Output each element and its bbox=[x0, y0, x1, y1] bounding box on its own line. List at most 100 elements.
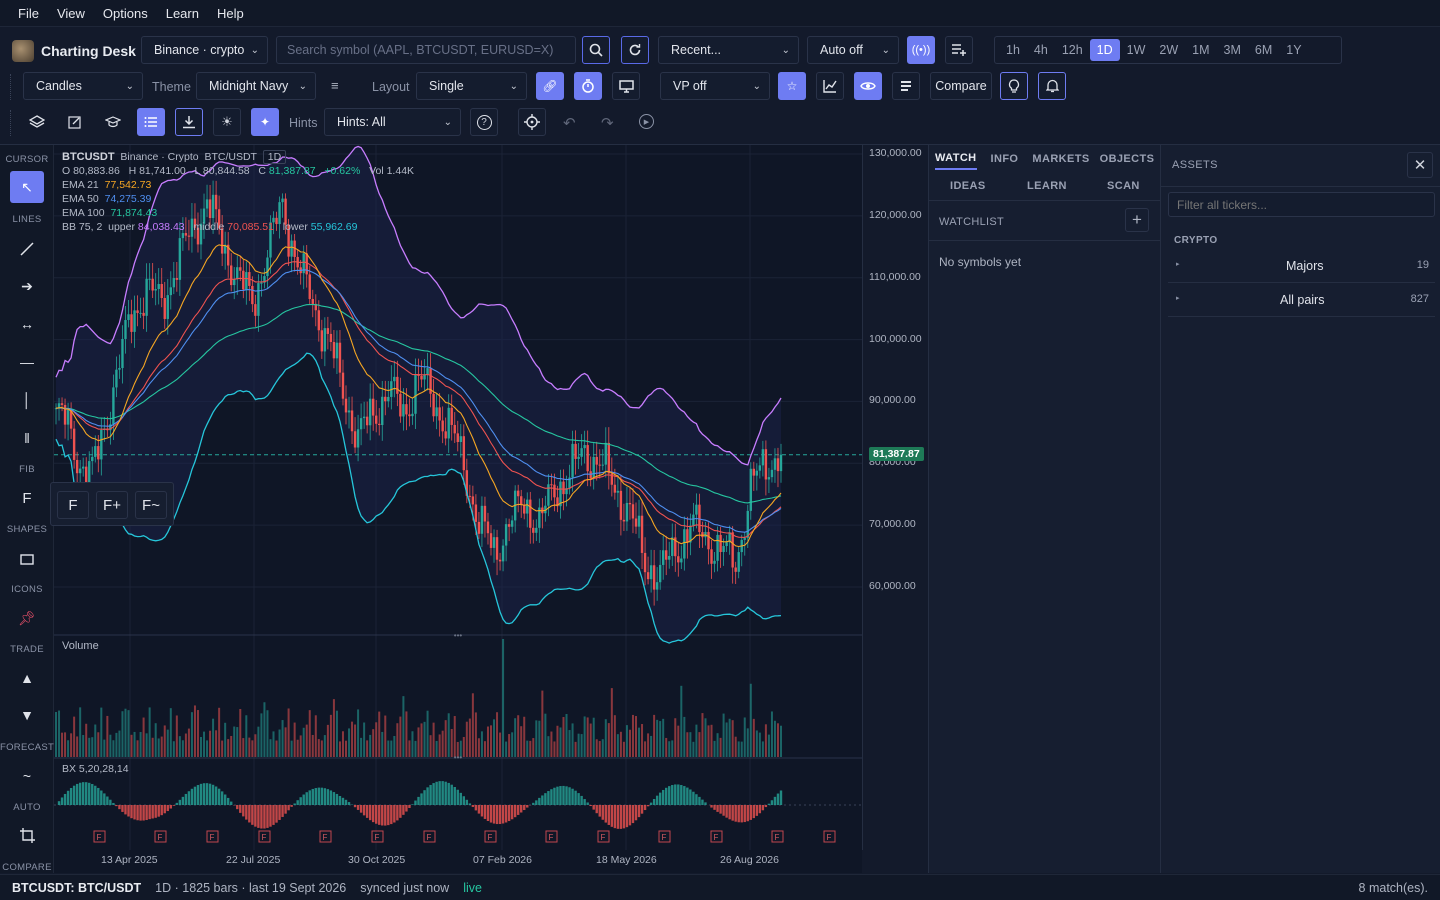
download-button[interactable] bbox=[175, 108, 203, 136]
short-position-tool[interactable]: ▼ bbox=[10, 699, 44, 731]
tf-1w[interactable]: 1W bbox=[1126, 43, 1146, 57]
tf-12h[interactable]: 12h bbox=[1061, 43, 1083, 57]
tf-2w[interactable]: 2W bbox=[1159, 43, 1179, 57]
asset-group-row[interactable]: ▸ All pairs 827 bbox=[1168, 283, 1435, 317]
menu-file[interactable]: File bbox=[18, 5, 39, 21]
link-button[interactable]: 🔗︎ bbox=[536, 72, 564, 100]
replay-icon[interactable]: ▶ bbox=[639, 114, 654, 129]
tf-1m[interactable]: 1M bbox=[1192, 43, 1210, 57]
favorite-button[interactable]: ☆ bbox=[778, 72, 806, 100]
drag-handle[interactable] bbox=[10, 110, 13, 136]
search-button[interactable] bbox=[582, 36, 610, 64]
chart-type-select[interactable]: Candles ⌄ bbox=[23, 72, 143, 100]
auto-crop-tool[interactable] bbox=[10, 819, 44, 851]
templates-button[interactable] bbox=[892, 72, 920, 100]
pane-resize-handle[interactable]: ••• bbox=[454, 631, 463, 640]
add-symbol-button[interactable]: + bbox=[1125, 208, 1149, 232]
oscillator-bar bbox=[752, 805, 756, 819]
vertical-line-tool[interactable]: │ bbox=[10, 384, 44, 416]
help-button[interactable]: ? bbox=[470, 108, 498, 136]
asset-group-count: 19 bbox=[1416, 259, 1429, 271]
x-tick-label: 18 May 2026 bbox=[596, 854, 657, 866]
tf-4h[interactable]: 4h bbox=[1033, 43, 1048, 57]
learn-button[interactable] bbox=[99, 108, 127, 136]
tf-3m[interactable]: 3M bbox=[1223, 43, 1241, 57]
menu-options[interactable]: Options bbox=[102, 5, 148, 21]
trendline-tool[interactable] bbox=[10, 233, 44, 265]
tf-6m[interactable]: 6M bbox=[1254, 43, 1273, 57]
ideas-button[interactable] bbox=[1000, 72, 1028, 100]
parallel-channel-tool[interactable]: ‖ bbox=[10, 422, 44, 454]
drag-handle[interactable] bbox=[10, 74, 13, 100]
volume-bar bbox=[372, 729, 375, 757]
ticker-filter-input[interactable] bbox=[1168, 192, 1435, 217]
fib-extension-button[interactable]: F+ bbox=[96, 491, 128, 519]
redo-icon[interactable]: ↷ bbox=[601, 115, 614, 132]
exchange-select[interactable]: Binance · crypto ⌄ bbox=[141, 36, 268, 64]
tf-1y[interactable]: 1Y bbox=[1286, 43, 1302, 57]
extended-line-tool[interactable]: ↔ bbox=[10, 308, 44, 340]
sliders-icon[interactable]: ≡ bbox=[331, 78, 339, 93]
horizontal-line-tool[interactable]: — bbox=[10, 346, 44, 378]
volume-bar bbox=[728, 718, 731, 757]
forecast-tool[interactable]: ~ bbox=[10, 760, 44, 792]
tab-objects[interactable]: OBJECTS bbox=[1099, 152, 1155, 165]
visibility-button[interactable] bbox=[854, 72, 882, 100]
indicators-button[interactable] bbox=[816, 72, 844, 100]
candle-body bbox=[752, 468, 756, 476]
rectangle-tool[interactable] bbox=[10, 543, 44, 575]
cursor-tool[interactable]: ↖ bbox=[10, 171, 44, 203]
hints-select[interactable]: Hints: All ⌄ bbox=[324, 108, 461, 136]
tf-1d[interactable]: 1D bbox=[1089, 39, 1120, 61]
candle-body bbox=[544, 505, 547, 514]
compare-button[interactable]: Compare bbox=[930, 72, 992, 100]
oscillator-bar bbox=[248, 805, 251, 823]
oscillator-bar bbox=[498, 805, 502, 825]
recent-select[interactable]: Recent... ⌄ bbox=[658, 36, 799, 64]
candle-body bbox=[677, 556, 680, 563]
long-position-tool[interactable]: ▲ bbox=[10, 662, 44, 694]
refresh-button[interactable] bbox=[621, 36, 649, 64]
tab-markets[interactable]: MARKETS bbox=[1032, 152, 1090, 165]
broadcast-button[interactable]: ((•)) bbox=[907, 36, 935, 64]
chart-canvas[interactable]: F F F F F F F F F F F F F F ••• ••• BTCUSDT Binance · C… bbox=[54, 145, 864, 850]
menu-view[interactable]: View bbox=[56, 5, 85, 21]
autoscale-select[interactable]: Auto off ⌄ bbox=[807, 36, 899, 64]
price-axis[interactable]: 130,000.00 120,000.00 110,000.00 100,000.00… bbox=[862, 145, 928, 850]
pane-resize-handle[interactable]: ••• bbox=[454, 753, 463, 762]
ray-tool[interactable]: ➔ bbox=[10, 270, 44, 302]
layers-button[interactable] bbox=[23, 108, 51, 136]
theme-select[interactable]: Midnight Navy ⌄ bbox=[196, 72, 316, 100]
brightness-button[interactable]: ☀︎ bbox=[213, 108, 241, 136]
volume-bar bbox=[203, 731, 206, 757]
monitor-button[interactable] bbox=[612, 72, 640, 100]
fib-channel-button[interactable]: F~ bbox=[135, 491, 167, 519]
triangle-down-icon: ▼ bbox=[20, 707, 34, 723]
hints-toggle-button[interactable]: ✦ bbox=[251, 108, 279, 136]
close-assets-button[interactable]: ✕ bbox=[1407, 152, 1433, 178]
asset-group-row[interactable]: ▸ Majors 19 bbox=[1168, 249, 1435, 283]
fib-retracement-button[interactable]: F bbox=[57, 491, 89, 519]
layout-select[interactable]: Single ⌄ bbox=[416, 72, 527, 100]
undo-icon[interactable]: ↶ bbox=[563, 115, 576, 132]
add-list-button[interactable] bbox=[945, 36, 973, 64]
symbol-search-input[interactable]: Search symbol (AAPL, BTCUSDT, EURUSD=X) bbox=[276, 36, 576, 64]
tf-1h[interactable]: 1h bbox=[1006, 43, 1020, 57]
subtab-learn[interactable]: LEARN bbox=[1027, 180, 1067, 192]
notes-button[interactable] bbox=[61, 108, 89, 136]
tab-info[interactable]: INFO bbox=[990, 152, 1019, 165]
menu-help[interactable]: Help bbox=[216, 5, 244, 21]
crosshair-button[interactable] bbox=[518, 108, 546, 136]
fib-tool[interactable]: F bbox=[22, 489, 32, 507]
menu-learn[interactable]: Learn bbox=[165, 5, 199, 21]
tab-watch[interactable]: WATCH bbox=[935, 147, 977, 170]
chart-svg[interactable]: F F F F F F F F F F F F F F ••• ••• bbox=[54, 145, 864, 850]
pin-tool[interactable]: 📌︎ bbox=[10, 602, 44, 634]
alerts-button[interactable] bbox=[1038, 72, 1066, 100]
volume-profile-select[interactable]: VP off ⌄ bbox=[660, 72, 770, 100]
list-button[interactable] bbox=[137, 108, 165, 136]
subtab-scan[interactable]: SCAN bbox=[1107, 180, 1140, 192]
volume-bar bbox=[91, 737, 94, 757]
subtab-ideas[interactable]: IDEAS bbox=[950, 180, 986, 192]
timer-button[interactable] bbox=[574, 72, 602, 100]
